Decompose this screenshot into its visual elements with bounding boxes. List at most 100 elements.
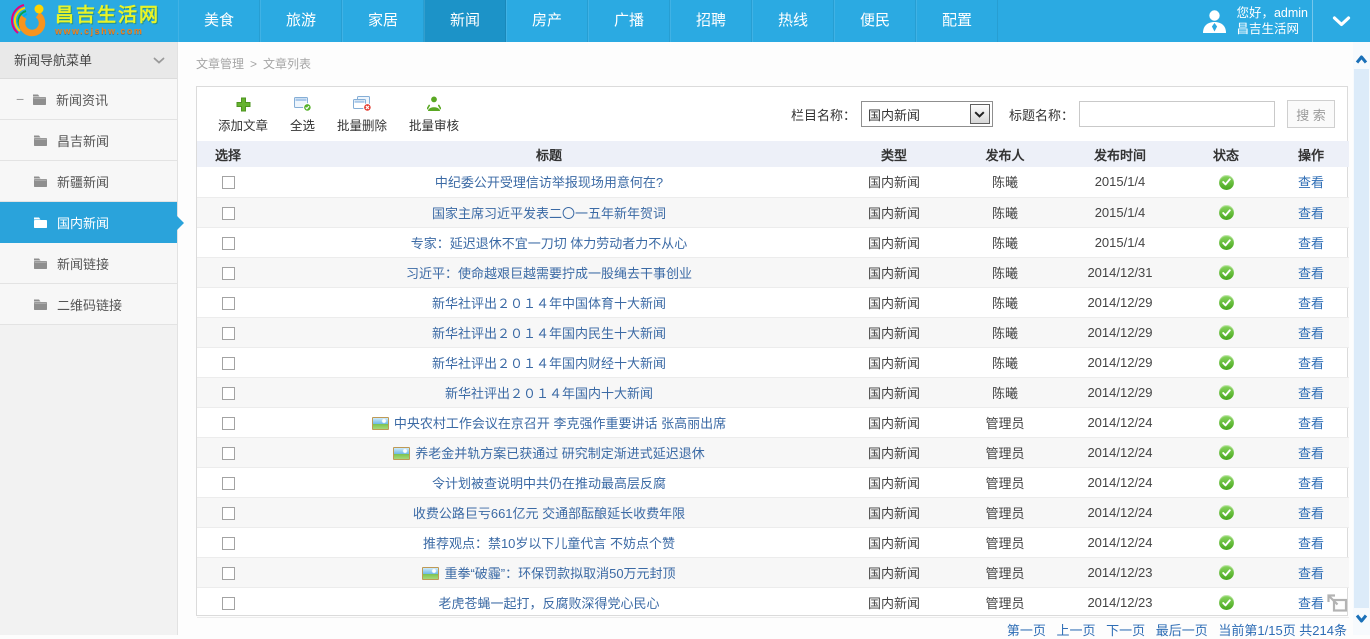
collapse-icon[interactable]: [16, 92, 32, 106]
page-next-link[interactable]: 下一页: [1106, 623, 1146, 638]
sidebar-item[interactable]: 新疆新闻: [0, 161, 177, 202]
sidebar-item[interactable]: 新闻链接: [0, 243, 177, 284]
breadcrumb-section[interactable]: 文章管理: [196, 57, 245, 71]
view-link[interactable]: 查看: [1297, 535, 1324, 551]
batch-review-icon: [427, 95, 442, 112]
status-approved-icon: [1218, 505, 1234, 521]
folder-icon: [32, 93, 47, 106]
view-link[interactable]: 查看: [1297, 415, 1324, 431]
nav-item[interactable]: 家居: [342, 0, 424, 42]
sidebar-item[interactable]: 昌吉新闻: [0, 120, 177, 161]
page-last-link[interactable]: 最后一页: [1155, 623, 1208, 638]
select-arrow-icon[interactable]: [969, 104, 990, 124]
nav-item[interactable]: 广播: [588, 0, 670, 42]
article-title-link[interactable]: 新华社评出２０１４年国内财经十大新闻: [431, 355, 666, 371]
batch-delete-icon: [352, 95, 372, 112]
article-title-link[interactable]: 养老金并轨方案已获通过 研究制定渐进式延迟退休: [415, 445, 705, 461]
nav-item[interactable]: 美食: [178, 0, 260, 42]
row-checkbox[interactable]: [221, 176, 235, 190]
view-link[interactable]: 查看: [1297, 175, 1324, 191]
add-icon: [236, 95, 251, 112]
article-title-link[interactable]: 新华社评出２０１４年中国体育十大新闻: [431, 295, 666, 311]
scroll-up-icon[interactable]: [1355, 51, 1368, 69]
article-date: 2014/12/29: [1061, 347, 1179, 378]
page-first-link[interactable]: 第一页: [1006, 623, 1046, 638]
article-title-link[interactable]: 老虎苍蝇一起打，反腐败深得党心民心: [438, 595, 660, 611]
article-publisher: 陈曦: [949, 317, 1061, 348]
user-box[interactable]: 您好，admin 昌吉生活网: [1201, 0, 1308, 42]
folder-icon: [33, 257, 48, 270]
row-checkbox[interactable]: [221, 326, 235, 340]
row-checkbox[interactable]: [221, 536, 235, 550]
row-checkbox[interactable]: [221, 236, 235, 250]
view-link[interactable]: 查看: [1297, 235, 1324, 251]
table-row: 重拳“破霾”：环保罚款拟取消50万元封顶 国内新闻 管理员 2014/12/23…: [197, 557, 1349, 588]
article-date: 2014/12/29: [1061, 377, 1179, 408]
nav-item[interactable]: 便民: [834, 0, 916, 42]
article-title-link[interactable]: 国家主席习近平发表二〇一五年新年贺词: [431, 205, 666, 221]
view-link[interactable]: 查看: [1297, 205, 1324, 221]
scroll-down-icon[interactable]: [1355, 610, 1368, 628]
row-checkbox[interactable]: [221, 296, 235, 310]
row-checkbox[interactable]: [221, 506, 235, 520]
article-title-link[interactable]: 重拳“破霾”：环保罚款拟取消50万元封顶: [444, 565, 676, 581]
batch-delete-button[interactable]: 批量删除: [330, 95, 394, 134]
article-title-link[interactable]: 新华社评出２０１４年国内十大新闻: [444, 385, 653, 401]
nav-item[interactable]: 配置: [916, 0, 998, 42]
row-checkbox[interactable]: [221, 446, 235, 460]
article-title-link[interactable]: 收费公路巨亏661亿元 交通部酝酿延长收费年限: [412, 505, 686, 521]
row-checkbox[interactable]: [221, 386, 235, 400]
article-title-link[interactable]: 令计划被查说明中共仍在推动最高层反腐: [431, 475, 666, 491]
row-checkbox[interactable]: [221, 596, 235, 610]
batch-review-button[interactable]: 批量审核: [402, 95, 466, 134]
title-search-input[interactable]: [1079, 101, 1275, 127]
nav-item[interactable]: 热线: [752, 0, 834, 42]
nav-item[interactable]: 房产: [506, 0, 588, 42]
view-link[interactable]: 查看: [1297, 445, 1324, 461]
sidebar-item[interactable]: 二维码链接: [0, 284, 177, 325]
view-link[interactable]: 查看: [1297, 475, 1324, 491]
view-link[interactable]: 查看: [1297, 505, 1324, 521]
sidebar-title-label: 新闻导航菜单: [14, 53, 93, 68]
search-button[interactable]: 搜 索: [1287, 100, 1335, 128]
row-checkbox[interactable]: [221, 356, 235, 370]
view-link[interactable]: 查看: [1297, 565, 1324, 581]
article-title-link[interactable]: 新华社评出２０１４年国内民生十大新闻: [431, 325, 666, 341]
view-link[interactable]: 查看: [1297, 595, 1324, 611]
view-link[interactable]: 查看: [1297, 295, 1324, 311]
sidebar-title[interactable]: 新闻导航菜单: [0, 42, 177, 79]
row-checkbox[interactable]: [221, 476, 235, 490]
article-title-link[interactable]: 中央农村工作会议在京召开 李克强作重要讲话 张高丽出席: [393, 415, 727, 431]
article-title-link[interactable]: 习近平：使命越艰巨越需要拧成一股绳去干事创业: [405, 265, 692, 281]
row-checkbox[interactable]: [221, 266, 235, 280]
column-select[interactable]: 国内新闻: [860, 101, 993, 127]
sidebar-item[interactable]: 国内新闻: [0, 202, 184, 243]
scrollbar[interactable]: [1353, 42, 1370, 635]
add-article-label: 添加文章: [218, 118, 269, 133]
view-link[interactable]: 查看: [1297, 325, 1324, 341]
page-prev-link[interactable]: 上一页: [1056, 623, 1096, 638]
nav-item[interactable]: 旅游: [260, 0, 342, 42]
article-title-link[interactable]: 推荐观点：禁10岁以下儿童代言 不妨点个赞: [422, 535, 676, 551]
pop-out-icon[interactable]: [1326, 593, 1349, 619]
sidebar-item-label: 新闻资讯: [56, 92, 109, 108]
view-link[interactable]: 查看: [1297, 355, 1324, 371]
row-checkbox[interactable]: [221, 206, 235, 220]
nav-item[interactable]: 新闻: [424, 0, 506, 42]
article-title-link[interactable]: 中纪委公开受理信访举报现场用意何在?: [434, 175, 664, 191]
header-dropdown-toggle[interactable]: [1312, 0, 1370, 42]
scrollbar-track[interactable]: [1354, 69, 1369, 608]
site-logo[interactable]: 昌吉生活网 www.cjshw.com: [8, 0, 160, 42]
article-publisher: 管理员: [949, 527, 1061, 558]
select-all-button[interactable]: 全选: [283, 95, 322, 134]
row-checkbox[interactable]: [221, 416, 235, 430]
nav-item[interactable]: 招聘: [670, 0, 752, 42]
sidebar-item[interactable]: 新闻资讯: [0, 79, 177, 120]
view-link[interactable]: 查看: [1297, 385, 1324, 401]
table-row: 新华社评出２０１４年国内十大新闻 国内新闻 陈曦 2014/12/29 查看: [197, 377, 1349, 408]
view-link[interactable]: 查看: [1297, 265, 1324, 281]
add-article-button[interactable]: 添加文章: [211, 95, 275, 134]
col-header-action: 操作: [1273, 141, 1349, 167]
article-title-link[interactable]: 专家：延迟退休不宜一刀切 体力劳动者力不从心: [410, 235, 688, 251]
row-checkbox[interactable]: [221, 566, 235, 580]
